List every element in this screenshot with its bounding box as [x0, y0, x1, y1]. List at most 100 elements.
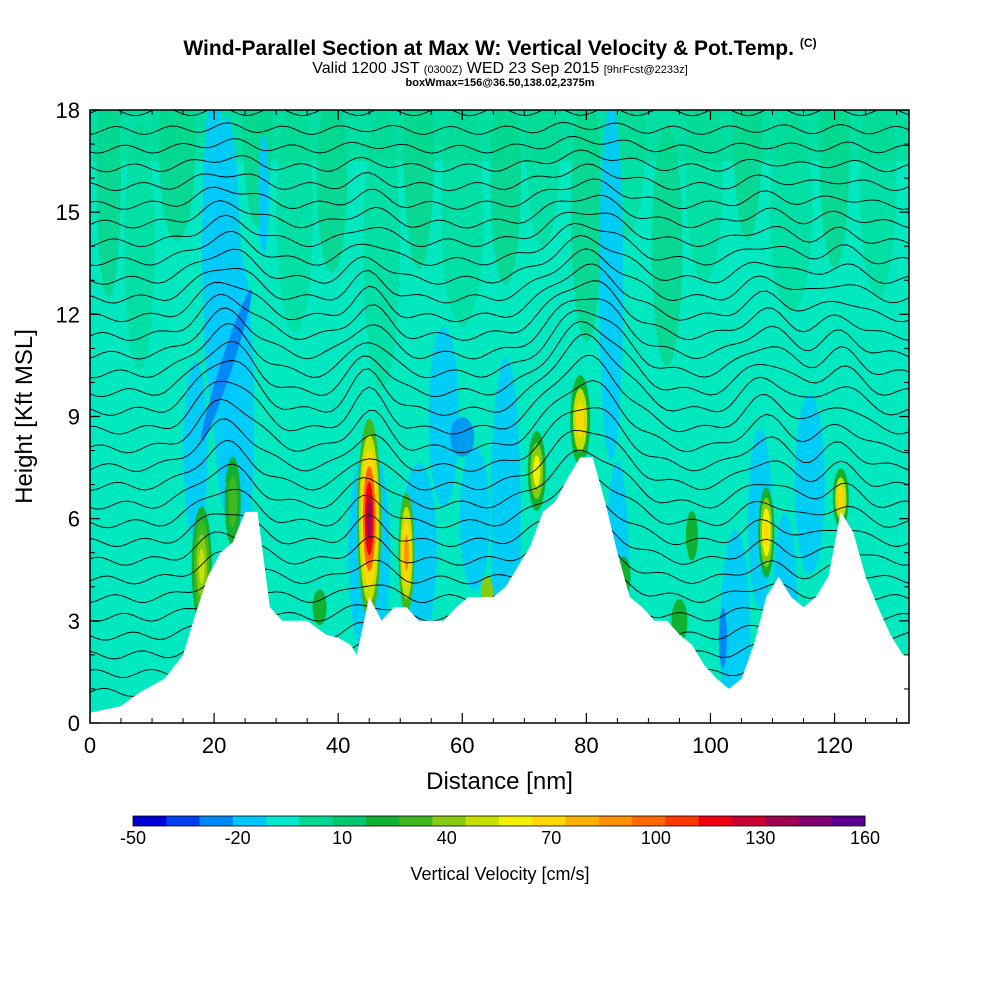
theta-contour: [90, 320, 909, 398]
theta-contour: [90, 234, 909, 285]
colorbar-label: 100: [641, 828, 671, 848]
valid-time: Valid 1200 JST: [312, 60, 420, 77]
theta-contour: [90, 494, 909, 548]
updraft-band: [685, 110, 723, 283]
colorbar-swatch: [765, 816, 799, 826]
terrain: [90, 457, 909, 723]
valid-date: WED 23 Sep 2015: [466, 60, 600, 77]
forecast-info: [9hrFcst@2233z]: [603, 64, 688, 76]
x-tick-label: 80: [574, 733, 598, 758]
theta-contour: [90, 471, 909, 529]
theta-contour: [90, 280, 909, 341]
theta-contour: [90, 135, 909, 154]
theta-contour: [90, 354, 909, 435]
downdraft-region: [794, 394, 825, 575]
downdraft-region: [459, 446, 490, 591]
y-axis-title: Height [Kft MSL]: [11, 329, 38, 504]
theta-contour: [90, 430, 909, 491]
plot-area: [90, 110, 909, 723]
x-tick-label: 100: [692, 733, 729, 758]
updraft-core: [404, 534, 409, 571]
box-wmax-info: boxWmax=156@36.50,138.02,2375m: [405, 77, 595, 89]
x-tick-label: 0: [84, 733, 96, 758]
colorbar-swatch: [432, 816, 467, 826]
colorbar-swatch: [698, 816, 733, 826]
downdraft-region: [183, 360, 208, 541]
theta-contour: [90, 310, 909, 379]
downdraft-region: [428, 326, 459, 507]
x-axis-title: Distance [nm]: [426, 768, 573, 795]
x-tick-label: 60: [450, 733, 474, 758]
y-tick-label: 6: [68, 507, 80, 532]
y-tick-label: 12: [56, 302, 80, 327]
theta-contour: [90, 333, 909, 416]
downdraft-region: [450, 416, 475, 457]
updraft-band: [859, 110, 897, 298]
colorbar-swatch: [332, 816, 367, 826]
y-tick-label: 15: [56, 200, 80, 225]
theta-contour: [90, 518, 909, 566]
updraft-core: [685, 510, 698, 561]
colorbar-swatch: [731, 816, 766, 826]
updraft-band: [124, 122, 155, 370]
chart-title: Wind-Parallel Section at Max W: Vertical…: [0, 36, 1000, 61]
y-tick-label: 9: [68, 405, 80, 430]
downdraft-region: [599, 110, 624, 461]
colorbar-swatch: [532, 816, 567, 826]
colorbar-swatch: [665, 816, 700, 826]
colorbar-label: 10: [332, 828, 352, 848]
colorbar-swatch: [598, 816, 633, 826]
theta-contour: [90, 211, 909, 248]
colorbar-swatch: [199, 816, 234, 826]
y-tick-label: 3: [68, 609, 80, 634]
colorbar-label: -50: [120, 828, 146, 848]
colorbar-swatch: [499, 816, 533, 826]
colorbar-label: 40: [437, 828, 457, 848]
updraft-band: [363, 110, 401, 389]
theta-contour: [90, 263, 909, 323]
colorbar-swatch: [399, 816, 433, 826]
updraft-core: [763, 518, 769, 546]
colorbar-label: 70: [541, 828, 561, 848]
theta-contour: [90, 248, 909, 304]
colorbar-frame: [132, 815, 866, 827]
colorbar-label: 160: [850, 828, 880, 848]
updraft-core: [576, 402, 585, 438]
colorbar-swatch: [831, 816, 866, 826]
y-tick-label: 18: [56, 98, 80, 123]
colorbar-label: 130: [745, 828, 775, 848]
chart-title-text: Wind-Parallel Section at Max W: Vertical…: [183, 37, 794, 60]
theta-contour: [90, 222, 909, 267]
updraft-core: [198, 548, 205, 585]
theta-contour: [90, 298, 909, 360]
updraft-core: [837, 486, 844, 511]
theta-contour: [90, 122, 909, 135]
colorbar-swatch: [565, 816, 600, 826]
colorbar-swatch: [166, 816, 201, 826]
y-tick-label: 0: [68, 711, 80, 736]
theta-contour: [90, 380, 909, 454]
x-tick-label: 40: [326, 733, 350, 758]
updraft-core: [228, 476, 238, 528]
colorbar-swatch: [133, 816, 167, 826]
colorbar-swatch: [299, 816, 334, 826]
colorbar-swatch: [465, 816, 500, 826]
updraft-band: [651, 126, 683, 367]
colorbar-swatch: [632, 816, 666, 826]
x-tick-label: 20: [202, 733, 226, 758]
colorbar-label: -20: [225, 828, 251, 848]
strong-downdraft: [201, 289, 252, 442]
colorbar-swatch: [798, 816, 833, 826]
copyright-mark: (C): [799, 36, 817, 50]
updraft-core: [533, 455, 541, 487]
theta-contour: [90, 163, 909, 192]
theta-contour: [90, 449, 909, 510]
x-tick-label: 120: [816, 733, 853, 758]
updraft-band: [769, 112, 813, 312]
updraft-core: [366, 498, 372, 540]
updraft-band: [571, 110, 602, 342]
theta-contour: [90, 407, 909, 472]
colorbar-swatch: [266, 816, 300, 826]
colorbar-swatch: [232, 816, 267, 826]
